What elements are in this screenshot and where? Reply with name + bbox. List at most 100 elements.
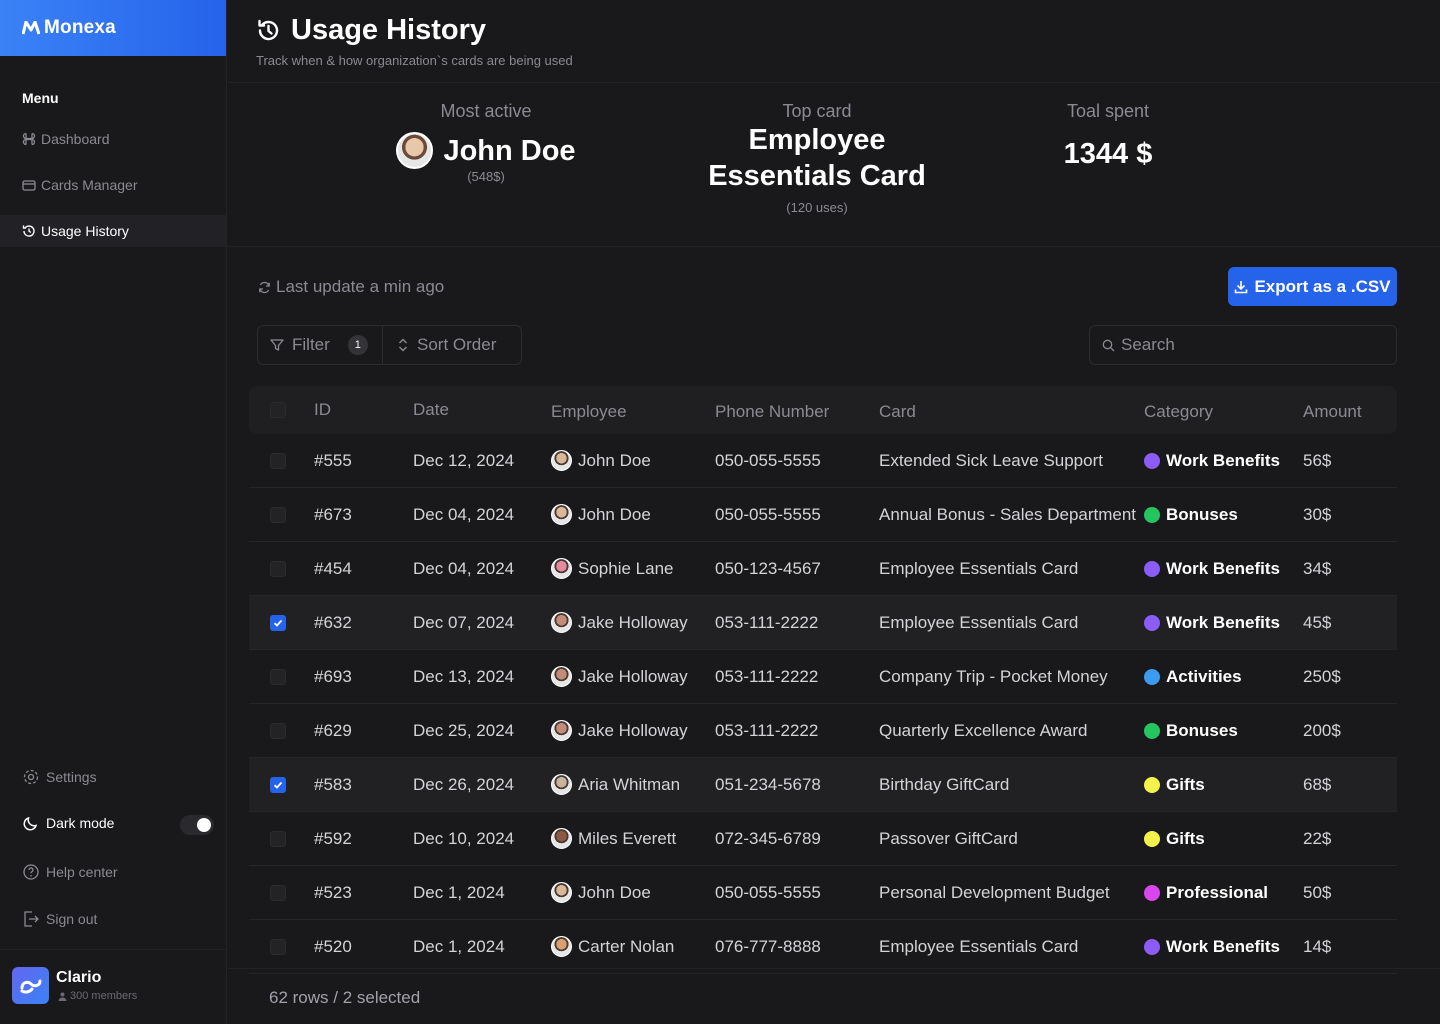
- category-dot: [1144, 506, 1160, 523]
- column-header-category[interactable]: Category: [1144, 402, 1213, 421]
- row-select-cell: [270, 866, 286, 919]
- column-header-card[interactable]: Card: [879, 402, 916, 421]
- column-header-id[interactable]: ID: [314, 400, 331, 419]
- settings-link[interactable]: Settings: [22, 768, 97, 786]
- row-checkbox[interactable]: [270, 668, 286, 685]
- rows-summary: 62 rows / 2 selected: [269, 988, 421, 1007]
- avatar: [551, 558, 572, 579]
- row-checkbox[interactable]: [270, 884, 286, 901]
- sidebar-item-label: Dashboard: [41, 131, 110, 147]
- column-header-phone[interactable]: Phone Number: [715, 402, 830, 421]
- category-label: Gifts: [1166, 774, 1205, 794]
- members-count: 300 members: [70, 990, 138, 1002]
- row-checkbox[interactable]: [270, 722, 286, 739]
- sort-order-button[interactable]: Sort Order: [383, 326, 521, 364]
- table-row[interactable]: #629 Dec 25, 2024 Jake Holloway 053-111-…: [249, 704, 1397, 758]
- row-checkbox[interactable]: [270, 560, 286, 577]
- row-checkbox[interactable]: [270, 776, 286, 793]
- column-header-amount[interactable]: Amount: [1303, 402, 1362, 421]
- row-checkbox[interactable]: [270, 830, 286, 847]
- cell-amount: 45$: [1303, 612, 1332, 632]
- search-input[interactable]: [1121, 335, 1381, 355]
- sign-out-link[interactable]: Sign out: [22, 910, 97, 928]
- cell-amount: 250$: [1303, 666, 1341, 686]
- cell-employee: Carter Nolan: [551, 920, 674, 973]
- help-icon: [22, 863, 40, 881]
- help-center-link[interactable]: Help center: [22, 863, 118, 881]
- table-row[interactable]: #523 Dec 1, 2024 John Doe 050-055-5555 P…: [249, 866, 1397, 920]
- sign-out-label: Sign out: [46, 911, 98, 927]
- table-row[interactable]: #592 Dec 10, 2024 Miles Everett 072-345-…: [249, 812, 1397, 866]
- page-header: Usage History Track when & how organizat…: [228, 0, 1440, 83]
- table-row[interactable]: #693 Dec 13, 2024 Jake Holloway 053-111-…: [249, 650, 1397, 704]
- app-logo[interactable]: Monexa: [0, 0, 226, 56]
- category-label: Activities: [1166, 666, 1242, 686]
- employee-name: Jake Holloway: [578, 720, 688, 740]
- cell-category: Gifts: [1144, 758, 1205, 811]
- cell-phone: 053-111-2222: [715, 720, 819, 740]
- cell-employee: Jake Holloway: [551, 704, 688, 757]
- user-icon: [58, 992, 67, 1001]
- cell-date: Dec 25, 2024: [413, 720, 515, 740]
- sign-out-icon: [22, 910, 40, 928]
- cell-id: #555: [314, 450, 352, 470]
- cell-category: Work Benefits: [1144, 542, 1280, 595]
- row-checkbox[interactable]: [270, 452, 286, 469]
- table-row[interactable]: #632 Dec 07, 2024 Jake Holloway 053-111-…: [249, 596, 1397, 650]
- cell-card: Employee Essentials Card: [879, 558, 1079, 578]
- employee-name: John Doe: [578, 504, 651, 524]
- employee-name: Jake Holloway: [578, 666, 688, 686]
- table-row[interactable]: #454 Dec 04, 2024 Sophie Lane 050-123-45…: [249, 542, 1397, 596]
- dark-mode-toggle[interactable]: [180, 815, 214, 835]
- table-row[interactable]: #555 Dec 12, 2024 John Doe 050-055-5555 …: [249, 434, 1397, 488]
- cell-card: Employee Essentials Card: [879, 612, 1079, 632]
- sidebar-item-usage-history[interactable]: Usage History: [0, 215, 227, 247]
- cell-phone: 076-777-8888: [715, 936, 821, 956]
- category-dot: [1144, 452, 1160, 469]
- most-active-amount: (548$): [467, 169, 505, 184]
- row-select-cell: [270, 650, 286, 703]
- column-header-employee[interactable]: Employee: [551, 402, 627, 421]
- sidebar-item-cards-manager[interactable]: Cards Manager: [0, 169, 227, 201]
- filter-button[interactable]: Filter 1: [258, 326, 383, 364]
- cell-date: Dec 1, 2024: [413, 936, 505, 956]
- settings-label: Settings: [46, 769, 97, 785]
- cell-employee: Sophie Lane: [551, 542, 673, 595]
- row-checkbox[interactable]: [270, 938, 286, 955]
- cell-phone: 072-345-6789: [715, 828, 821, 848]
- help-center-label: Help center: [46, 864, 118, 880]
- employee-name: John Doe: [578, 450, 651, 470]
- cell-card: Extended Sick Leave Support: [879, 450, 1103, 470]
- cell-date: Dec 12, 2024: [413, 450, 515, 470]
- category-label: Bonuses: [1166, 504, 1238, 524]
- organization-switcher[interactable]: Clario 300 members: [0, 949, 227, 1024]
- cell-category: Work Benefits: [1144, 434, 1280, 487]
- refresh-icon: [259, 281, 270, 293]
- row-checkbox[interactable]: [270, 506, 286, 523]
- moon-icon: [22, 814, 40, 832]
- row-select-cell: [270, 542, 286, 595]
- category-label: Work Benefits: [1166, 936, 1280, 956]
- table-row[interactable]: #520 Dec 1, 2024 Carter Nolan 076-777-88…: [249, 920, 1397, 974]
- row-checkbox[interactable]: [270, 614, 286, 631]
- category-label: Work Benefits: [1166, 558, 1280, 578]
- cell-employee: Miles Everett: [551, 812, 676, 865]
- cell-id: #592: [314, 828, 352, 848]
- sidebar-item-label: Usage History: [41, 223, 129, 239]
- table-row[interactable]: #673 Dec 04, 2024 John Doe 050-055-5555 …: [249, 488, 1397, 542]
- sidebar-item-dashboard[interactable]: Dashboard: [0, 123, 227, 155]
- table-row[interactable]: #583 Dec 26, 2024 Aria Whitman 051-234-5…: [249, 758, 1397, 812]
- cell-card: Personal Development Budget: [879, 882, 1110, 902]
- cell-amount: 22$: [1303, 828, 1332, 848]
- row-select-cell: [270, 596, 286, 649]
- row-select-cell: [270, 434, 286, 487]
- sidebar-item-label: Cards Manager: [41, 177, 138, 193]
- avatar: [551, 504, 572, 525]
- column-header-date[interactable]: Date: [413, 400, 449, 419]
- employee-name: Jake Holloway: [578, 612, 688, 632]
- cell-card: Annual Bonus - Sales Department: [879, 504, 1137, 524]
- cell-phone: 053-111-2222: [715, 666, 819, 686]
- select-all-checkbox[interactable]: [270, 402, 286, 418]
- export-csv-button[interactable]: Export as a .CSV: [1228, 267, 1397, 306]
- search-icon: [1102, 339, 1115, 351]
